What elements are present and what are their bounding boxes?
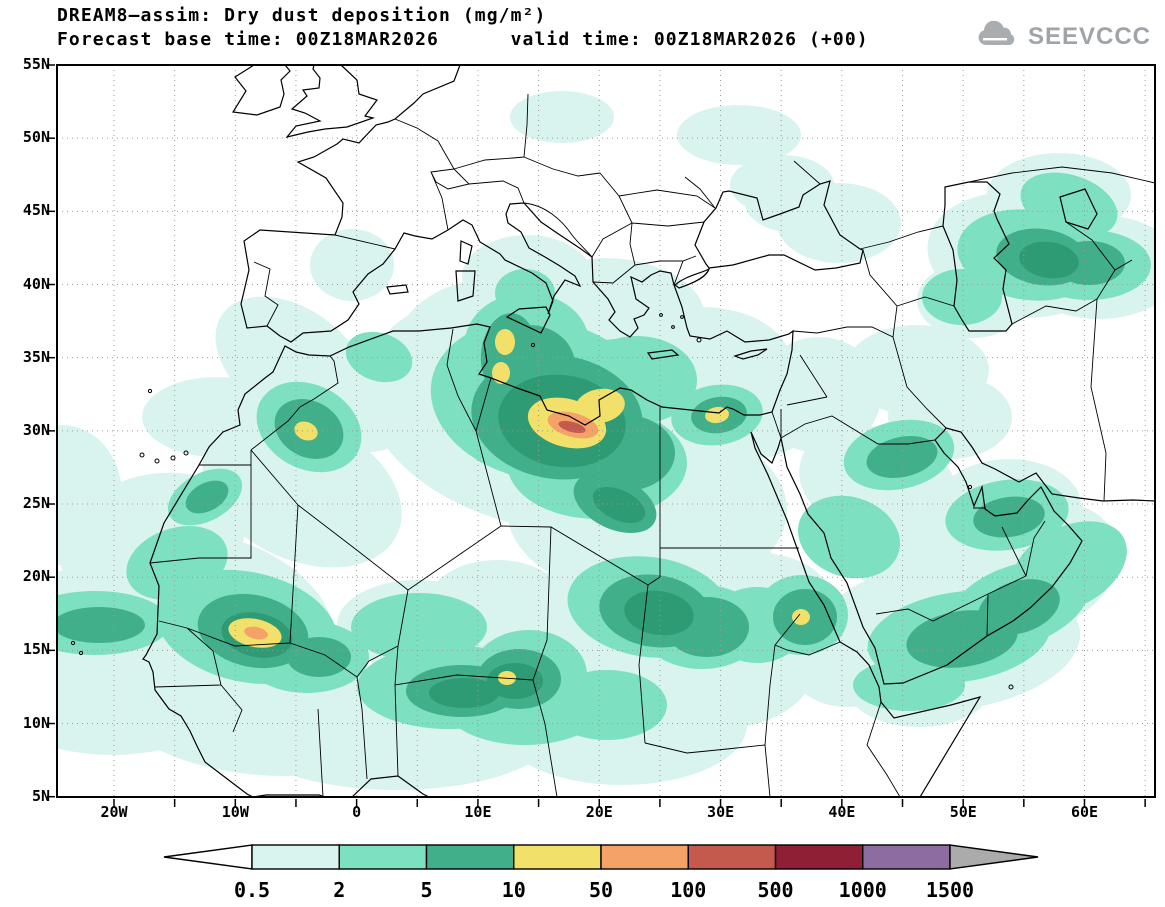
cloud-icon	[975, 20, 1021, 54]
map-frame	[56, 64, 1156, 798]
map-title: DREAM8—assim: Dry dust deposition (mg/m²…	[57, 5, 547, 26]
dust-field	[57, 91, 1155, 790]
colorbar-segment-7	[774, 844, 864, 870]
colorbar-segment-2	[338, 844, 428, 870]
logo-text: SEEVCCC	[1027, 23, 1151, 50]
colorbar-tick-500: 500	[757, 878, 793, 902]
colorbar-tick-100: 100	[670, 878, 706, 902]
colorbar-tick-5: 5	[420, 878, 432, 902]
title-block: DREAM8—assim: Dry dust deposition (mg/m²…	[57, 4, 869, 52]
lat-label-45N: 45N	[22, 201, 50, 220]
lon-label-50E: 50E	[949, 803, 977, 821]
lat-label-35N: 35N	[22, 347, 50, 366]
lat-label-20N: 20N	[22, 567, 50, 586]
map-subtitle: Forecast base time: 00Z18MAR2026 valid t…	[57, 29, 869, 50]
lon-label-40E: 40E	[828, 803, 856, 821]
colorbar-tick-1000: 1000	[839, 878, 887, 902]
dust-map	[47, 64, 1156, 807]
colorbar: 0.5 2 5 10 50 100 500 1000 1500	[150, 838, 1050, 904]
colorbar-tick-2: 2	[333, 878, 345, 902]
seevccc-logo: SEEVCCC	[975, 20, 1151, 54]
colorbar-segment-1	[251, 844, 340, 870]
colorbar-tick-50: 50	[589, 878, 613, 902]
coastlines	[142, 65, 1155, 797]
map-canvas	[47, 64, 1156, 807]
lon-label-60E: 60E	[1071, 803, 1099, 821]
colorbar-segment-8	[862, 844, 951, 870]
lat-label-25N: 25N	[22, 494, 50, 513]
lon-label-20E: 20E	[585, 803, 613, 821]
small-islands	[70, 313, 1014, 690]
lat-label-55N: 55N	[22, 55, 50, 74]
lon-label-10W: 10W	[221, 803, 249, 821]
lat-label-40N: 40N	[22, 274, 50, 293]
colorbar-segment-6	[687, 844, 777, 870]
lat-label-30N: 30N	[22, 420, 50, 439]
colorbar-tick-10: 10	[502, 878, 526, 902]
dust-level-100-500	[558, 420, 586, 434]
colorbar-segment-4	[513, 844, 602, 870]
lon-label-30E: 30E	[707, 803, 735, 821]
lon-label-10E: 10E	[464, 803, 492, 821]
colorbar-arrow-low	[163, 844, 253, 870]
lat-label-50N: 50N	[22, 128, 50, 147]
colorbar-tick-1500: 1500	[926, 878, 974, 902]
lat-label-15N: 15N	[22, 640, 50, 659]
colorbar-tick-0.5: 0.5	[234, 878, 270, 902]
lon-label-0: 0	[352, 803, 362, 821]
colorbar-arrow-high	[949, 844, 1039, 870]
lat-label-10N: 10N	[22, 713, 50, 732]
country-borders	[149, 93, 1155, 797]
lon-label-20W: 20W	[100, 803, 128, 821]
colorbar-segment-3	[425, 844, 515, 870]
colorbar-segment-5	[600, 844, 689, 870]
axis-ticks	[47, 64, 1146, 807]
geography	[70, 65, 1155, 797]
lat-label-5N: 5N	[31, 786, 50, 805]
gridlines	[57, 65, 1155, 797]
